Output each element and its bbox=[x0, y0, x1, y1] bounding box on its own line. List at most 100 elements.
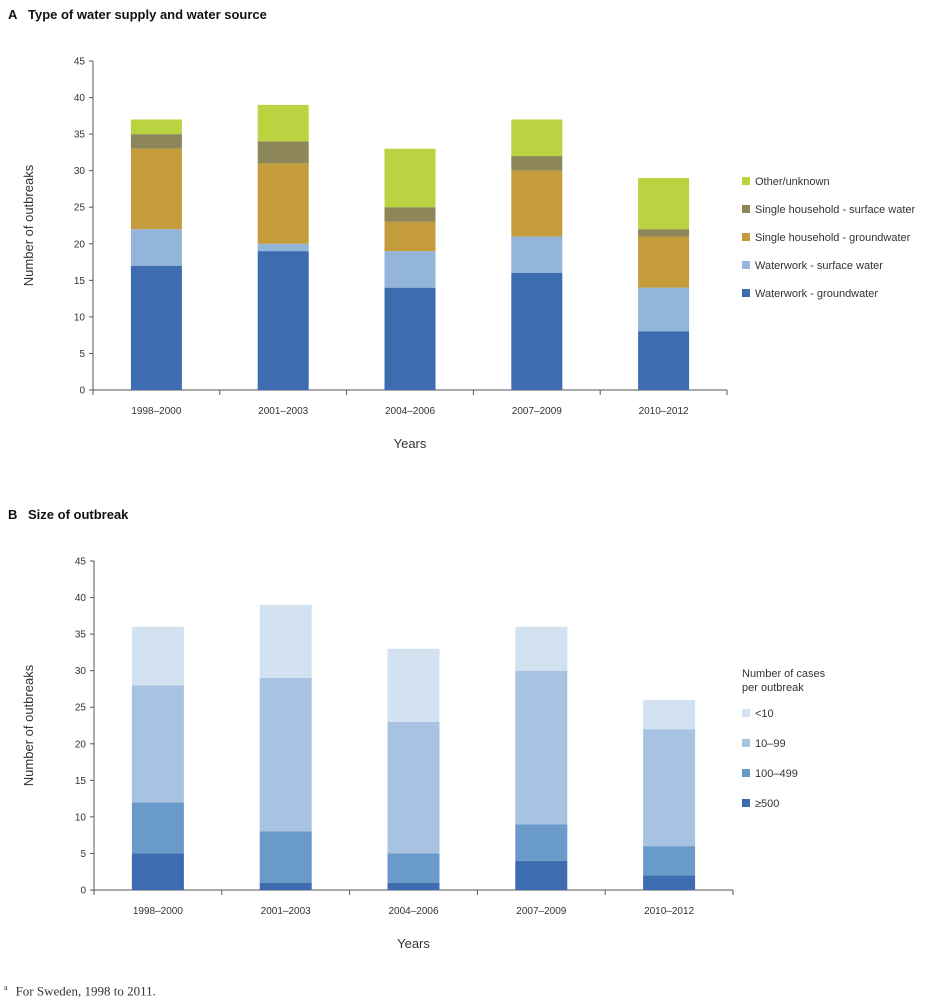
chart-b-y-tick-label: 25 bbox=[75, 703, 87, 714]
chart-b-y-axis-title: Number of outbreaks bbox=[21, 664, 36, 786]
chart-a-y-tick-label: 30 bbox=[74, 166, 86, 177]
chart-a-bar-3-1 bbox=[257, 141, 309, 164]
chart-a-legend-swatch-3 bbox=[742, 205, 750, 213]
chart-a-y-tick-label: 15 bbox=[74, 276, 86, 287]
chart-b-x-tick-label: 2004–2006 bbox=[388, 906, 438, 917]
chart-b-bar-2-1 bbox=[259, 677, 312, 832]
chart-b-legend-label-0: ≥500 bbox=[755, 798, 779, 810]
chart-b-y-tick-label: 5 bbox=[80, 849, 86, 860]
chart-b: 0 5 10 15 20 25 30 35 40 45 1998–2000 2001–2003 2004… bbox=[21, 557, 826, 952]
chart-b-bar-3-4 bbox=[643, 699, 696, 730]
chart-b-x-axis-title: Years bbox=[397, 936, 430, 951]
panel-a-letter: A bbox=[8, 7, 18, 22]
chart-b-y-tick-label: 35 bbox=[75, 630, 87, 641]
chart-a-bar-0-0 bbox=[130, 265, 182, 390]
chart-a-y-tick-label: 25 bbox=[74, 203, 86, 214]
chart-a-y-tick-label: 5 bbox=[79, 349, 85, 360]
chart-a-x-tick-label: 2001–2003 bbox=[258, 406, 308, 417]
chart-a-legend-label-3: Single household - surface water bbox=[755, 204, 916, 216]
chart-b-legend-swatch-3 bbox=[742, 709, 750, 717]
chart-a-x-tick-label: 2004–2006 bbox=[385, 406, 435, 417]
chart-b-bar-3-1 bbox=[259, 604, 312, 678]
chart-b-legend-label-3: <10 bbox=[755, 708, 774, 720]
chart-b-y-tick-label: 45 bbox=[75, 557, 87, 568]
chart-b-bar-1-3 bbox=[515, 824, 568, 861]
chart-b-legend-title: Number of cases bbox=[742, 668, 826, 680]
chart-b-y-tick-label: 15 bbox=[75, 776, 87, 787]
chart-b-legend-swatch-2 bbox=[742, 739, 750, 747]
footnote: a For Sweden, 1998 to 2011. bbox=[4, 983, 156, 999]
chart-a-bar-2-4 bbox=[638, 236, 690, 288]
chart-b-x-tick-label: 2007–2009 bbox=[516, 906, 566, 917]
footnote-marker: a bbox=[4, 983, 8, 992]
panel-b-title: B Size of outbreak bbox=[8, 507, 128, 522]
chart-a-x-tick-label: 2010–2012 bbox=[639, 406, 689, 417]
chart-a-bar-0-4 bbox=[638, 331, 690, 390]
chart-a-bar-3-2 bbox=[384, 207, 436, 222]
chart-b-legend-swatch-1 bbox=[742, 769, 750, 777]
chart-b-bar-0-3 bbox=[515, 860, 568, 890]
chart-a-y-tick-label: 0 bbox=[79, 386, 85, 397]
chart-b-x-tick-label: 2010–2012 bbox=[644, 906, 694, 917]
chart-b-bar-0-4 bbox=[643, 875, 696, 890]
chart-b-bar-2-3 bbox=[515, 670, 568, 825]
chart-b-y-tick-label: 40 bbox=[75, 593, 87, 604]
chart-a-legend-swatch-2 bbox=[742, 233, 750, 241]
chart-a-x-tick-label: 2007–2009 bbox=[512, 406, 562, 417]
panel-b-letter: B bbox=[8, 507, 18, 522]
chart-b-legend-title: per outbreak bbox=[742, 682, 804, 694]
chart-a-bar-4-4 bbox=[638, 177, 690, 230]
chart-b-x-tick-label: 1998–2000 bbox=[133, 906, 183, 917]
chart-a-legend-label-2: Single household - groundwater bbox=[755, 232, 911, 244]
chart-a-bar-3-4 bbox=[638, 229, 690, 237]
chart-a-bar-1-0 bbox=[130, 229, 182, 266]
chart-a-legend-swatch-0 bbox=[742, 289, 750, 297]
chart-a-bar-1-4 bbox=[638, 287, 690, 332]
chart-b-bar-3-3 bbox=[515, 626, 568, 671]
chart-a-bar-4-0 bbox=[130, 119, 182, 135]
chart-b-bar-1-0 bbox=[131, 802, 184, 854]
chart-a-bar-4-3 bbox=[511, 119, 563, 157]
chart-b-bar-2-2 bbox=[387, 721, 440, 854]
chart-b-bar-1-1 bbox=[259, 831, 312, 883]
chart-b-y-tick-label: 10 bbox=[75, 812, 87, 823]
chart-b-y-tick-label: 0 bbox=[80, 886, 86, 897]
chart-b-legend-label-2: 10–99 bbox=[755, 738, 786, 750]
panel-b-title-text: Size of outbreak bbox=[28, 507, 129, 522]
chart-b-y-tick-label: 20 bbox=[75, 739, 87, 750]
chart-a-y-tick-label: 35 bbox=[74, 130, 86, 141]
chart-b-bar-0-2 bbox=[387, 882, 440, 890]
chart-a-x-axis-title: Years bbox=[394, 436, 427, 451]
chart-a-x-tick-label: 1998–2000 bbox=[131, 406, 181, 417]
chart-a-bar-2-3 bbox=[511, 170, 563, 237]
chart-b-bar-2-0 bbox=[131, 685, 184, 803]
chart-b-bar-3-2 bbox=[387, 648, 440, 722]
chart-a-legend-label-4: Other/unknown bbox=[755, 176, 830, 188]
chart-b-y-tick-label: 30 bbox=[75, 666, 87, 677]
chart-a-legend-label-1: Waterwork - surface water bbox=[755, 260, 883, 272]
chart-a-legend-label-0: Waterwork - groundwater bbox=[755, 288, 878, 300]
chart-b-legend-swatch-0 bbox=[742, 799, 750, 807]
footnote-text: For Sweden, 1998 to 2011. bbox=[15, 983, 156, 999]
chart-a-bar-2-2 bbox=[384, 221, 436, 252]
chart-b-x-tick-label: 2001–2003 bbox=[261, 906, 311, 917]
chart-b-bar-0-0 bbox=[131, 853, 184, 890]
chart-b-bar-0-1 bbox=[259, 882, 312, 890]
chart-b-bar-1-2 bbox=[387, 853, 440, 883]
chart-b-legend-label-1: 100–499 bbox=[755, 768, 798, 780]
chart-a-y-tick-label: 45 bbox=[74, 57, 86, 68]
chart-a-bar-3-3 bbox=[511, 156, 563, 171]
chart-a-legend-swatch-1 bbox=[742, 261, 750, 269]
panel-a-title: A Type of water supply and water source bbox=[8, 7, 267, 22]
chart-a-bar-4-1 bbox=[257, 104, 309, 142]
chart-a-legend-swatch-4 bbox=[742, 177, 750, 185]
chart-a-bar-2-0 bbox=[130, 148, 182, 230]
chart-a-y-tick-label: 40 bbox=[74, 93, 86, 104]
chart-b-bar-1-4 bbox=[643, 846, 696, 876]
chart-a-bar-0-3 bbox=[511, 273, 563, 390]
panel-a-title-text: Type of water supply and water source bbox=[28, 7, 267, 22]
chart-b-bar-3-0 bbox=[131, 626, 184, 686]
chart-a-bar-1-2 bbox=[384, 251, 436, 288]
chart-a-bar-0-2 bbox=[384, 287, 436, 390]
chart-a: 0 5 10 15 20 25 30 35 40 45 1998–2000 2001–2003 2004… bbox=[21, 57, 916, 452]
